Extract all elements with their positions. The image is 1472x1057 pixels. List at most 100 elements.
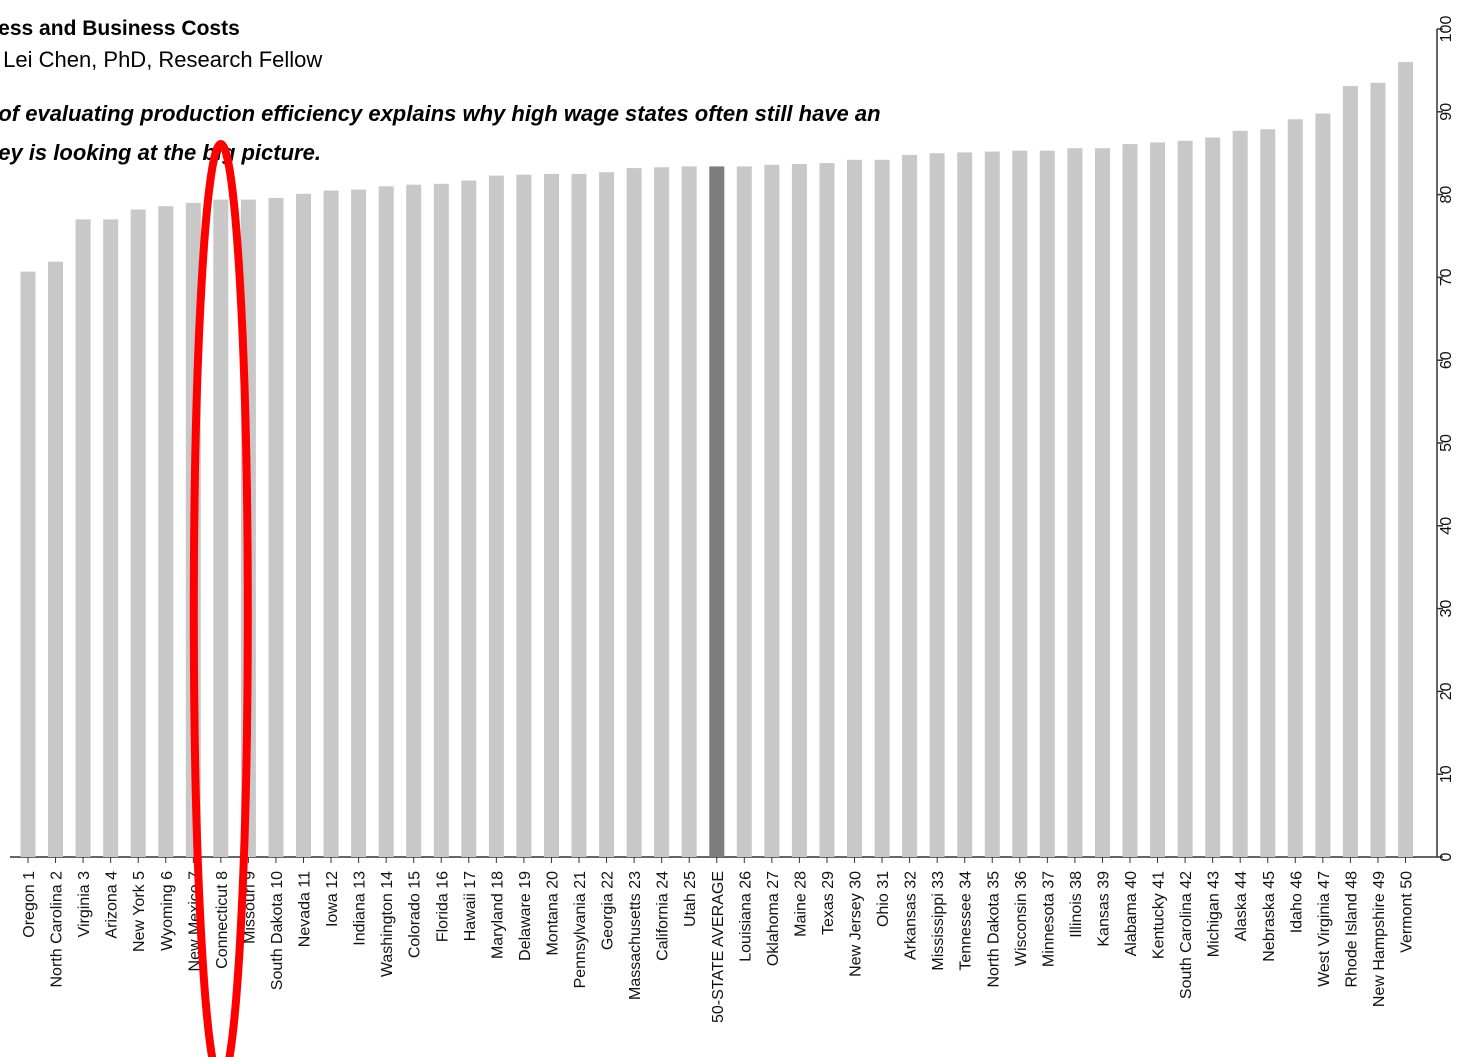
bar: [20, 271, 36, 858]
x-tick-label: Utah 25: [682, 871, 699, 927]
y-tick-label: 20: [1438, 682, 1455, 700]
x-tick-label: Oklahoma 27: [765, 871, 782, 966]
x-tick-label: Florida 16: [434, 871, 451, 942]
y-tick-label: 70: [1438, 268, 1455, 286]
bar: [1012, 150, 1028, 857]
y-tick-label: 30: [1438, 600, 1455, 618]
bar: [626, 168, 642, 858]
bar: [378, 186, 394, 858]
bar: [1315, 113, 1331, 857]
x-tick-label: Georgia 22: [600, 871, 617, 950]
bar: [599, 172, 615, 857]
bar: [957, 152, 973, 857]
bars-group: [10, 62, 1437, 858]
x-tick-label: Nebraska 45: [1261, 871, 1278, 962]
x-tick-label: Alabama 40: [1123, 871, 1140, 956]
bar: [48, 261, 63, 857]
x-tick-label: Rhode Island 48: [1343, 871, 1360, 988]
bar: [1260, 129, 1276, 857]
x-tick-label: California 24: [655, 871, 672, 961]
x-tick-label: Mississippi 33: [930, 871, 947, 971]
chart-subtitle-line-1: y of evaluating production efficiency ex…: [0, 101, 881, 126]
bar: [1232, 130, 1248, 858]
x-tick-label: Kansas 39: [1096, 871, 1113, 947]
x-tick-label: Louisiana 26: [737, 871, 754, 962]
bar: [296, 193, 311, 858]
x-tick-label: Hawaii 17: [462, 871, 479, 941]
bar: [488, 175, 504, 858]
y-tick-label: 50: [1438, 434, 1455, 452]
x-tick-label: Connecticut 8: [214, 871, 231, 969]
bar: [1067, 148, 1083, 857]
bar: [1039, 150, 1055, 857]
x-tick-labels: Oregon 1 North Carolina 2 Virginia 3 Arizon…: [21, 857, 1416, 1023]
x-tick-label: Texas 29: [820, 871, 837, 935]
bar: [268, 197, 284, 857]
x-tick-label: Idaho 46: [1288, 871, 1305, 933]
x-tick-label: South Dakota 10: [269, 871, 286, 990]
bar: [351, 189, 367, 858]
author-byline: y Lei Chen, PhD, Research Fellow: [0, 47, 323, 72]
chart-subtitle-line-2: key is looking at the big picture.: [0, 140, 321, 165]
bar: [75, 219, 91, 857]
y-tick-label: 10: [1438, 765, 1455, 783]
y-tick-label: 80: [1438, 186, 1455, 204]
x-tick-label: West Virginia 47: [1316, 871, 1333, 987]
x-tick-label: Indiana 13: [352, 871, 369, 946]
bar: [571, 173, 587, 857]
bar: [1398, 62, 1413, 858]
bar: [1205, 137, 1221, 857]
y-tick-label: 100: [1438, 16, 1455, 43]
bar: [1287, 119, 1303, 858]
x-tick-label: New Jersey 30: [848, 871, 865, 977]
bar: [130, 209, 146, 857]
bar: [681, 166, 697, 857]
bar: [654, 167, 670, 858]
y-tick-label: 40: [1438, 517, 1455, 535]
x-tick-label: Iowa 12: [324, 871, 341, 927]
x-tick-label: Washington 14: [379, 871, 396, 977]
bar: [461, 180, 477, 857]
x-tick-label: 50-STATE AVERAGE: [710, 871, 727, 1023]
x-tick-label: Maryland 18: [489, 871, 506, 959]
x-tick-label: Delaware 19: [517, 871, 534, 961]
bar: [323, 190, 339, 857]
bar: [902, 154, 918, 857]
bar: [544, 173, 559, 857]
x-tick-label: Tennessee 34: [958, 871, 975, 971]
bar: [1150, 142, 1165, 857]
bar: [984, 151, 1000, 857]
y-tick-label: 60: [1438, 351, 1455, 369]
y-tick-label: 0: [1438, 852, 1455, 861]
x-tick-label: Wisconsin 36: [1013, 871, 1030, 966]
x-tick-label: Ohio 31: [875, 871, 892, 927]
chart-header: veness and Business Costs y Lei Chen, Ph…: [0, 0, 1100, 200]
bar: [929, 153, 945, 857]
x-tick-label: Montana 20: [545, 871, 562, 956]
x-tick-label: Minnesota 37: [1040, 871, 1057, 967]
bar: [158, 206, 174, 857]
x-tick-label: Oregon 1: [21, 871, 38, 938]
x-tick-label: Maine 28: [792, 871, 809, 937]
x-tick-label: Michigan 43: [1206, 871, 1223, 957]
x-tick-label: Virginia 3: [76, 871, 93, 938]
x-tick-label: Pennsylvania 21: [572, 871, 589, 989]
x-tick-label: South Carolina 42: [1178, 871, 1195, 999]
bar: [213, 199, 229, 858]
bar: [791, 164, 807, 857]
x-tick-label: Vermont 50: [1399, 871, 1416, 953]
y-axis: 0 10 20 30 40 50 60 70 80 90 100: [1436, 16, 1455, 861]
bar: [406, 184, 422, 857]
bar: [819, 163, 835, 858]
x-tick-label: Arizona 4: [104, 871, 121, 939]
x-tick-label: Massachusetts 23: [627, 871, 644, 1000]
bar: [764, 164, 780, 858]
x-tick-label: New Hampshire 49: [1371, 871, 1388, 1007]
bar: [1122, 144, 1138, 858]
bar: [1095, 148, 1110, 857]
x-tick-label: Illinois 38: [1068, 871, 1085, 938]
x-tick-label: Colorado 15: [407, 871, 424, 958]
bar: [736, 166, 752, 857]
bar: [847, 159, 862, 858]
